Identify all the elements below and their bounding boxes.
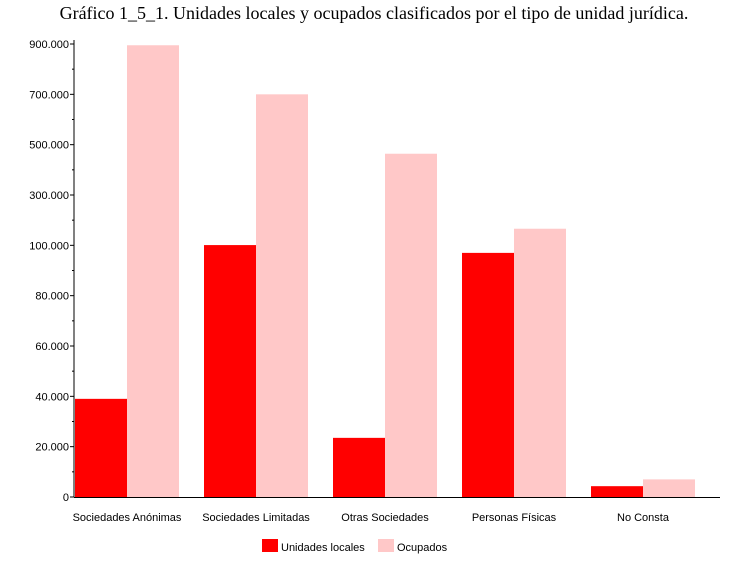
y-tick-label: 80.000 bbox=[35, 291, 69, 303]
y-axis: 0 20.000 40.000 60.000 80.000 100.000 300.000 5… bbox=[29, 39, 75, 504]
legend: Unidades locales Ocupados bbox=[262, 539, 448, 554]
x-category-label: Sociedades Limitadas bbox=[202, 512, 310, 524]
legend-label: Unidades locales bbox=[281, 542, 365, 554]
y-tick-label: 40.000 bbox=[35, 391, 69, 403]
bar-ocupados bbox=[256, 94, 308, 497]
bar-unidades-locales bbox=[204, 245, 256, 497]
x-category-label: Otras Sociedades bbox=[341, 512, 429, 524]
y-tick-label: 20.000 bbox=[35, 442, 69, 454]
bar-unidades-locales bbox=[333, 437, 385, 497]
x-axis-labels: Sociedades Anónimas Sociedades Limitadas O… bbox=[73, 512, 670, 524]
y-tick-label: 100.000 bbox=[29, 240, 69, 252]
bar-unidades-locales bbox=[462, 252, 514, 497]
bar-ocupados bbox=[514, 228, 566, 497]
bars bbox=[74, 45, 720, 498]
x-category-label: No Consta bbox=[617, 512, 670, 524]
y-tick-label: 0 bbox=[63, 492, 69, 504]
bar-ocupados bbox=[127, 45, 179, 498]
legend-swatch bbox=[262, 539, 278, 552]
bar-ocupados bbox=[643, 479, 695, 497]
y-tick-label: 60.000 bbox=[35, 341, 69, 353]
x-category-label: Personas Físicas bbox=[472, 512, 557, 524]
y-tick-label: 700.000 bbox=[29, 89, 69, 101]
y-tick-label: 300.000 bbox=[29, 190, 69, 202]
chart-title: Gráfico 1_5_1. Unidades locales y ocupad… bbox=[59, 3, 689, 23]
bar-ocupados bbox=[385, 153, 437, 497]
bar-unidades-locales bbox=[75, 398, 127, 497]
legend-label: Ocupados bbox=[397, 542, 448, 554]
y-tick-label: 900.000 bbox=[29, 39, 69, 51]
legend-swatch bbox=[378, 539, 394, 552]
x-category-label: Sociedades Anónimas bbox=[73, 512, 182, 524]
bar-unidades-locales bbox=[591, 486, 643, 497]
y-tick-label: 500.000 bbox=[29, 140, 69, 152]
